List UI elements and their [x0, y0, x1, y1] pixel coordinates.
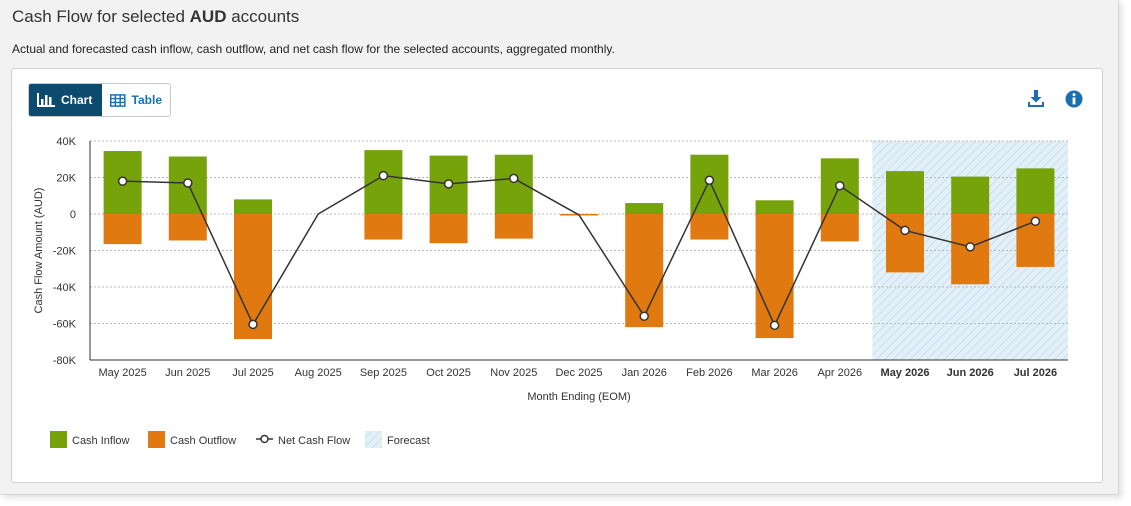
net-cash-flow-point [378, 170, 389, 181]
outflow-bar [625, 214, 664, 328]
net-cash-flow-point [1030, 216, 1041, 227]
outflow-bar [168, 214, 207, 241]
net-cash-flow-line [122, 174, 1036, 328]
outflow-bar [494, 214, 533, 239]
inflow-bar [1016, 168, 1055, 214]
chart-view-label: Chart [61, 93, 93, 107]
x-tick-label: Oct 2025 [426, 367, 471, 379]
x-tick-label: Sep 2025 [360, 367, 407, 379]
inflow-bar [951, 176, 990, 214]
net-cash-flow-point [965, 242, 975, 252]
outflow-bar [886, 214, 924, 273]
net-cash-flow-point [183, 178, 193, 188]
view-toggle: Chart Table [28, 83, 171, 117]
download-icon[interactable] [1026, 89, 1046, 109]
table-icon [110, 93, 126, 107]
outflow-bar [103, 214, 142, 245]
inflow-bar [234, 199, 272, 214]
info-icon[interactable] [1064, 89, 1084, 109]
net-cash-flow-point [443, 179, 454, 189]
x-tick-label: Aug 2025 [295, 367, 342, 379]
legend-swatch-forecast [365, 431, 382, 448]
table-view-label: Table [131, 93, 162, 107]
net-cash-flow-point [639, 311, 649, 321]
outflow-bar [690, 214, 729, 240]
y-tick-label: 20K [56, 173, 76, 185]
legend-swatch-outflow [148, 431, 165, 448]
x-axis-title: Month Ending (EOM) [527, 391, 630, 403]
y-tick-label: 40K [56, 136, 76, 148]
x-tick-label: Dec 2025 [555, 367, 602, 379]
inflow-bar [494, 154, 533, 214]
bar-chart-icon [37, 93, 55, 107]
outflow-bar [429, 214, 468, 244]
page-subtitle: Actual and forecasted cash inflow, cash … [12, 42, 615, 56]
y-axis-title: Cash Flow Amount (AUD) [33, 188, 45, 314]
inflow-bar [364, 150, 403, 214]
page-frame: Cash Flow for selected AUD accounts Actu… [0, 0, 1119, 495]
legend-label-inflow: Cash Inflow [72, 435, 130, 447]
net-cash-flow-point [835, 180, 845, 191]
x-tick-label: Jan 2026 [622, 367, 667, 379]
x-tick-label: Jun 2025 [165, 367, 210, 379]
y-tick-label: -60K [53, 319, 77, 331]
chart-card: Chart Table [11, 68, 1103, 483]
legend-swatch-inflow [50, 431, 67, 448]
x-tick-label: Jul 2025 [232, 367, 274, 379]
y-tick-label: 0 [70, 209, 76, 221]
outflow-bar [364, 214, 403, 240]
net-cash-flow-point [704, 175, 715, 185]
x-tick-label: Mar 2026 [751, 367, 797, 379]
table-view-button[interactable]: Table [102, 84, 170, 116]
outflow-bar [234, 214, 272, 340]
legend-label-outflow: Cash Outflow [170, 435, 236, 447]
x-tick-label: Apr 2026 [817, 367, 862, 379]
net-cash-flow-point [509, 173, 519, 184]
legend-swatch-net-point [260, 434, 269, 444]
x-tick-label: Jul 2026 [1014, 367, 1057, 379]
y-tick-label: -40K [53, 282, 77, 294]
inflow-bar [886, 171, 924, 214]
net-cash-flow-point [900, 225, 910, 236]
x-tick-label: Feb 2026 [686, 367, 732, 379]
cash-flow-chart: 40K 20K 0 -20K -40K -60K -80K May 2025 Jun 2025 J… [33, 136, 1068, 448]
outflow-bar [820, 214, 859, 242]
y-tick-label: -80K [53, 355, 77, 367]
y-tick-label: -20K [53, 246, 77, 258]
net-cash-flow-point [769, 320, 780, 331]
net-cash-flow-point [117, 176, 128, 186]
outflow-bar [755, 214, 794, 339]
inflow-bar [625, 203, 664, 214]
x-tick-label: Jun 2026 [947, 367, 994, 379]
net-cash-flow-point [248, 319, 258, 330]
legend-label-forecast: Forecast [387, 435, 430, 447]
x-tick-label: May 2026 [881, 367, 930, 379]
x-tick-label: May 2025 [98, 367, 146, 379]
chart-view-button[interactable]: Chart [29, 84, 102, 116]
legend-label-net: Net Cash Flow [278, 435, 350, 447]
inflow-bar [755, 200, 794, 214]
page-title: Cash Flow for selected AUD accounts [12, 7, 300, 26]
x-tick-label: Nov 2025 [490, 367, 537, 379]
